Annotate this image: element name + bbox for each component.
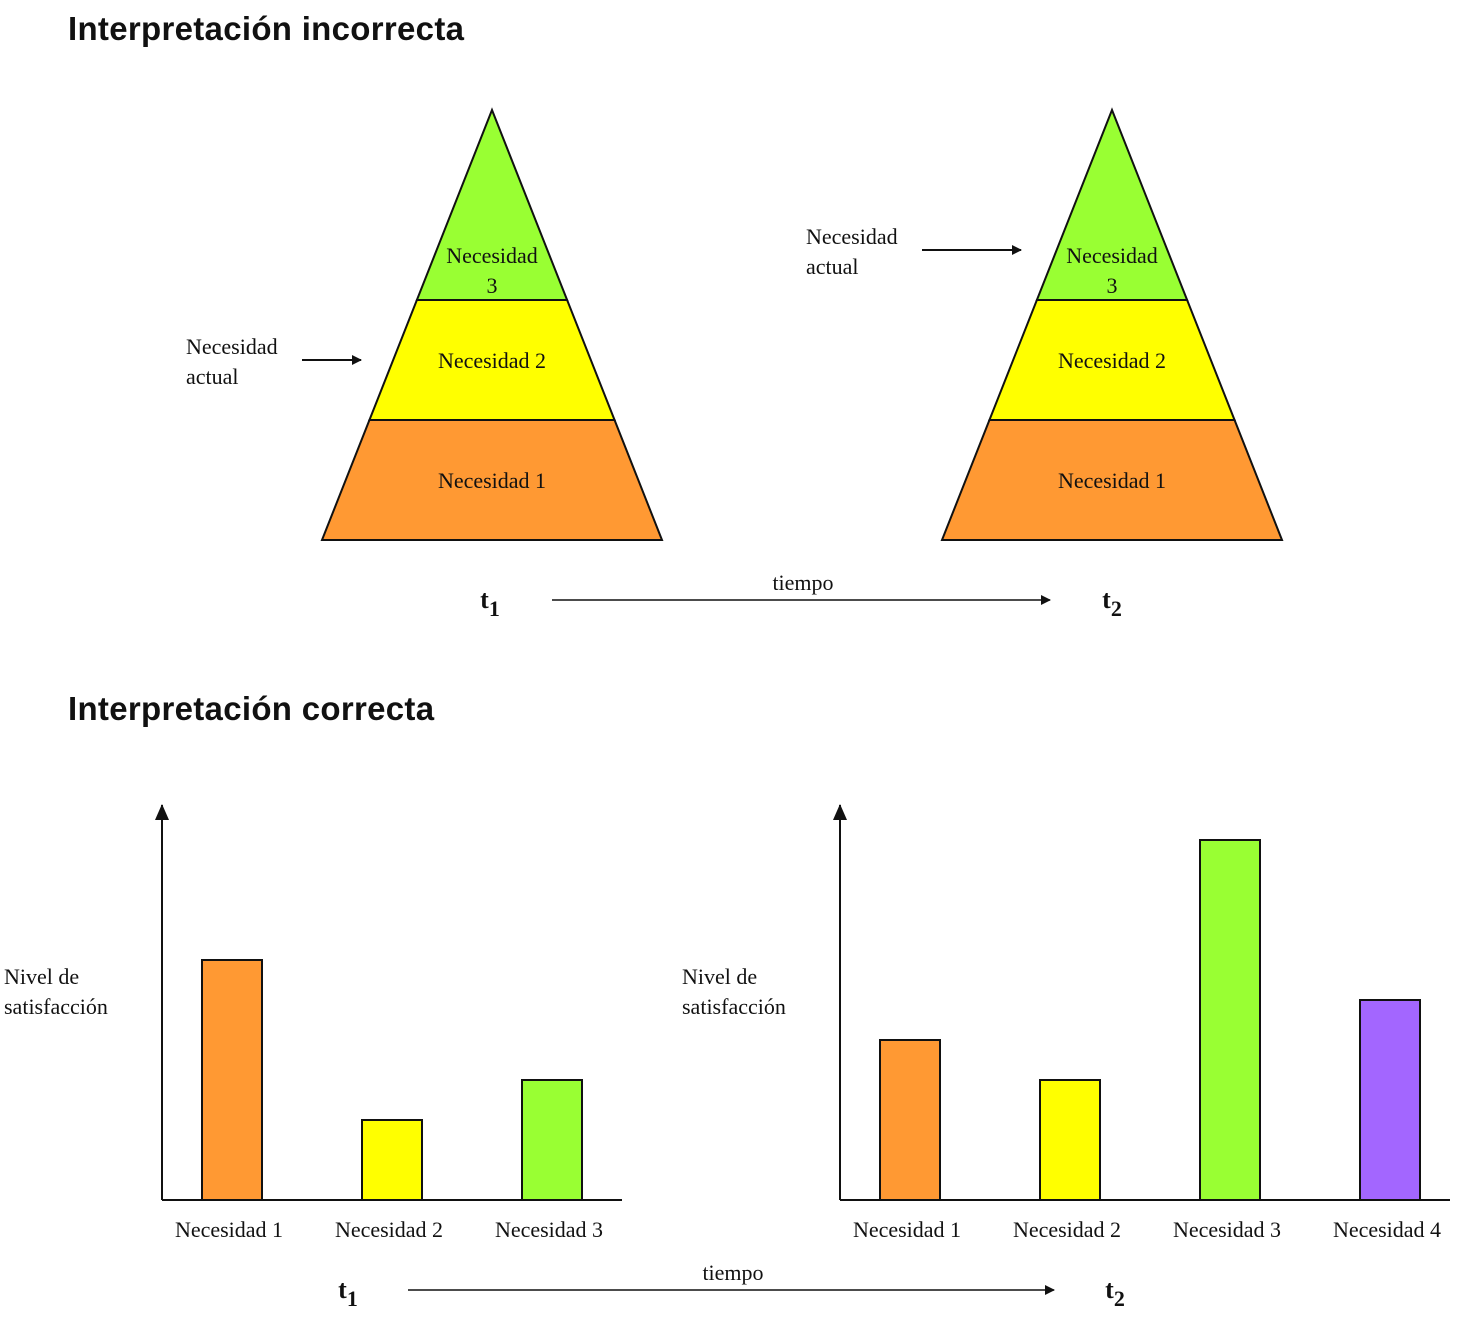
- pyramid-level-2-label: Necesidad 2: [438, 348, 546, 373]
- chart-time-label-t1: t1: [338, 1275, 358, 1311]
- category-label-2: Necesidad 2: [335, 1217, 443, 1242]
- correct-interpretation-title: Interpretación correcta: [68, 690, 435, 727]
- current-need-label-line: Necesidad: [186, 334, 278, 359]
- chart-time-label-t2: t2: [1105, 1275, 1125, 1311]
- current-need-label: Necesidad actual: [806, 224, 898, 279]
- pyramid-level-2-label: Necesidad 2: [1058, 348, 1166, 373]
- time-label-t2-letter: t: [1102, 585, 1111, 614]
- y-axis-label-line: satisfacción: [682, 994, 786, 1019]
- bar-3: [521, 1079, 583, 1201]
- category-label-4: Necesidad 4: [1333, 1217, 1441, 1242]
- pyramid-level-3: [415, 107, 569, 301]
- bar-2: [1039, 1079, 1101, 1201]
- current-need-label-line: actual: [806, 254, 859, 279]
- pyramid-level-3-label-line: Necesidad: [446, 243, 538, 268]
- category-label-3: Necesidad 3: [1173, 1217, 1281, 1242]
- time-label-t2: t2: [1102, 585, 1122, 621]
- pyramid-level-1-label-line: Necesidad 1: [438, 468, 546, 493]
- y-axis-label-line: Nivel de: [4, 964, 79, 989]
- pyramid-level-3-label-line: 3: [487, 273, 498, 298]
- y-axis-label: Nivel de satisfacción: [682, 964, 786, 1019]
- chart-time-label-t2-subscript: 2: [1114, 1286, 1125, 1311]
- chart-time-label-t1-letter: t: [338, 1275, 347, 1304]
- time-axis-label-top: tiempo: [772, 570, 833, 595]
- bar-chart-2: Nivel de satisfacción Necesidad 1 Necesidad…: [682, 804, 1450, 1311]
- bar-1: [201, 959, 263, 1201]
- time-label-t1-letter: t: [480, 585, 489, 614]
- category-label-3: Necesidad 3: [495, 1217, 603, 1242]
- bar-3: [1199, 839, 1261, 1201]
- pyramid-level-2-label-line: Necesidad 2: [438, 348, 546, 373]
- current-need-label: Necesidad actual: [186, 334, 278, 389]
- pyramid-level-1-label-line: Necesidad 1: [1058, 468, 1166, 493]
- pyramid-level-1-label: Necesidad 1: [1058, 468, 1166, 493]
- chart-time-label-t2-letter: t: [1105, 1275, 1114, 1304]
- time-label-t1: t1: [480, 585, 500, 621]
- current-need-label-line: actual: [186, 364, 239, 389]
- pyramid-level-3-label: Necesidad 3: [446, 243, 538, 298]
- y-axis-label: Nivel de satisfacción: [4, 964, 108, 1019]
- pyramid-level-3: [1035, 107, 1189, 301]
- incorrect-interpretation-title: Interpretación incorrecta: [68, 10, 465, 47]
- pyramid-level-2-label-line: Necesidad 2: [1058, 348, 1166, 373]
- bar-4: [1359, 999, 1421, 1201]
- time-label-t1-subscript: 1: [489, 596, 500, 621]
- pyramid-level-3-label: Necesidad 3: [1066, 243, 1158, 298]
- pyramid-level-1-label: Necesidad 1: [438, 468, 546, 493]
- bar-chart-1: Nivel de satisfacción Necesidad 1 Necesidad…: [4, 804, 622, 1311]
- bar-2: [361, 1119, 423, 1201]
- chart-time-label-t1-subscript: 1: [347, 1286, 358, 1311]
- category-label-2: Necesidad 2: [1013, 1217, 1121, 1242]
- time-label-t2-subscript: 2: [1111, 596, 1122, 621]
- current-need-label-line: Necesidad: [806, 224, 898, 249]
- time-axis-label-bottom: tiempo: [702, 1260, 763, 1285]
- y-axis-label-line: satisfacción: [4, 994, 108, 1019]
- category-label-1: Necesidad 1: [175, 1217, 283, 1242]
- category-label-1: Necesidad 1: [853, 1217, 961, 1242]
- bar-1: [879, 1039, 941, 1201]
- pyramid-level-3-label-line: Necesidad: [1066, 243, 1158, 268]
- y-axis-label-line: Nivel de: [682, 964, 757, 989]
- pyramid-level-3-label-line: 3: [1107, 273, 1118, 298]
